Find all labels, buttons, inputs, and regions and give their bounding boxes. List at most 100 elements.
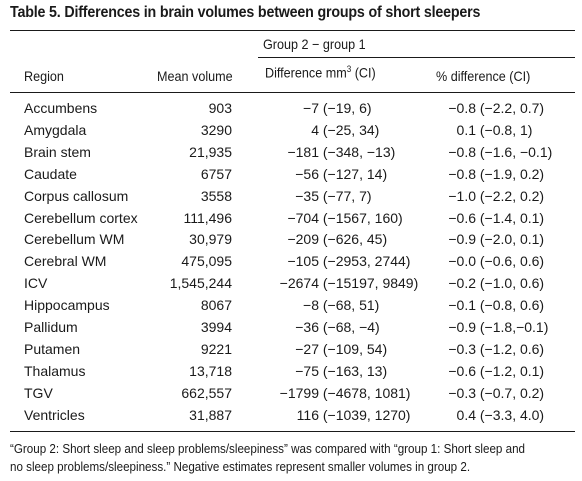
pct-ci: (−2.2, 0.7) xyxy=(479,100,545,116)
difference-cell: 116 (−1039, 1270) xyxy=(256,407,416,423)
pct-estimate: −0.9 xyxy=(448,231,476,248)
mean-volume-cell: 8067 xyxy=(200,297,232,314)
difference-ci: (−109, 54) xyxy=(322,340,388,357)
pct-estimate: −0.8 xyxy=(448,143,476,160)
difference-cell: −35 (−77, 7) xyxy=(256,188,416,204)
mean-volume-cell: 6757 xyxy=(200,165,232,182)
difference-cell: −1799 (−4678, 1081) xyxy=(256,385,416,401)
pct-estimate: −0.9 xyxy=(448,319,476,335)
table-row: Caudate 6757 −56 (−127, 14) −0.8 (−1.9, 0.2… xyxy=(0,166,582,186)
pct-ci: (−1.6, −0.1) xyxy=(479,143,553,160)
pct-difference-cell: −0.1 (−0.8, 0.6) xyxy=(418,297,568,313)
difference-estimate: −105 xyxy=(287,253,319,270)
table-row: Amygdala 3290 4 (−25, 34) 0.1 (−0.8, 1) xyxy=(0,122,582,142)
pct-difference-cell: −0.3 (−0.7, 0.2) xyxy=(418,385,568,401)
table-row: Thalamus 13,718 −75 (−163, 13) −0.6 (−1.2, … xyxy=(0,363,582,383)
difference-estimate: 4 xyxy=(311,121,319,138)
pct-ci: (−1.9, 0.2) xyxy=(479,165,545,182)
mean-volume-cell: 111,496 xyxy=(183,209,232,226)
pct-ci: (−0.8, 1) xyxy=(479,121,533,138)
pct-ci: (−2.0, 0.1) xyxy=(479,231,545,248)
pct-difference-cell: −0.6 (−1.2, 0.1) xyxy=(418,363,568,379)
pct-estimate: −0.6 xyxy=(448,362,476,379)
pct-ci: (−1.8,−0.1) xyxy=(479,319,549,335)
pct-difference-cell: 0.1 (−0.8, 1) xyxy=(418,122,568,138)
difference-estimate: −27 xyxy=(295,340,319,357)
mean-volume-cell: 3290 xyxy=(200,121,232,138)
difference-estimate: −209 xyxy=(287,231,319,248)
title-rule xyxy=(10,30,575,31)
difference-ci: (−25, 34) xyxy=(322,121,380,138)
table-row: Hippocampus 8067 −8 (−68, 51) −0.1 (−0.8, 0… xyxy=(0,297,582,317)
mean-volume-cell: 3994 xyxy=(200,319,232,335)
pct-estimate: −1.0 xyxy=(448,187,476,204)
pct-ci: (−2.2, 0.2) xyxy=(479,187,545,204)
mean-volume-cell: 662,557 xyxy=(181,384,232,401)
difference-ci: (−4678, 1081) xyxy=(322,384,411,401)
region-cell: Hippocampus xyxy=(24,297,110,314)
table-title: Table 5. Differences in brain volumes be… xyxy=(10,4,481,21)
pct-difference-cell: −1.0 (−2.2, 0.2) xyxy=(418,188,568,204)
pct-ci: (−0.6, 0.6) xyxy=(479,253,545,270)
pct-difference-cell: −0.8 (−1.9, 0.2) xyxy=(418,166,568,182)
difference-estimate: −75 xyxy=(295,362,319,379)
pct-difference-cell: −0.8 (−1.6, −0.1) xyxy=(418,144,568,160)
difference-cell: −27 (−109, 54) xyxy=(256,341,416,357)
difference-ci: (−68, 51) xyxy=(322,297,380,314)
pct-difference-cell: −0.8 (−2.2, 0.7) xyxy=(418,100,568,116)
bottom-rule xyxy=(10,431,575,432)
difference-ci: (−19, 6) xyxy=(322,100,372,116)
pct-estimate: −0.1 xyxy=(448,297,476,314)
pct-estimate: −0.6 xyxy=(448,209,476,226)
difference-ci: (−163, 13) xyxy=(322,362,388,379)
pct-ci: (−3.3, 4.0) xyxy=(479,406,545,423)
column-header-pct-difference: % difference (CI) xyxy=(436,68,531,84)
region-cell: Putamen xyxy=(24,340,81,357)
pct-estimate: −0.0 xyxy=(448,253,476,270)
pct-estimate: −0.8 xyxy=(448,100,476,116)
mean-volume-cell: 1,545,244 xyxy=(169,275,232,292)
header-rule xyxy=(10,92,575,93)
table-row: TGV 662,557 −1799 (−4678, 1081) −0.3 (−0.7,… xyxy=(0,385,582,405)
column-header-region: Region xyxy=(24,68,64,84)
difference-ci: (−2953, 2744) xyxy=(322,253,411,270)
mean-volume-cell: 13,718 xyxy=(189,362,232,379)
difference-ci: (−77, 7) xyxy=(322,187,372,204)
difference-cell: −704 (−1567, 160) xyxy=(256,210,416,226)
region-cell: Accumbens xyxy=(24,100,98,116)
mean-volume-cell: 31,887 xyxy=(189,406,232,423)
difference-estimate: −35 xyxy=(295,187,319,204)
pct-difference-cell: −0.0 (−0.6, 0.6) xyxy=(418,253,568,269)
pct-estimate: −0.3 xyxy=(448,384,476,401)
difference-ci: (−1039, 1270) xyxy=(322,406,411,423)
table-row: Putamen 9221 −27 (−109, 54) −0.3 (−1.2, 0.6… xyxy=(0,341,582,361)
difference-estimate: −56 xyxy=(295,165,319,182)
difference-cell: −181 (−348, −13) xyxy=(256,144,416,160)
pct-difference-cell: −0.6 (−1.4, 0.1) xyxy=(418,210,568,226)
pct-ci: (−1.2, 0.1) xyxy=(479,362,545,379)
difference-cell: −7 (−19, 6) xyxy=(256,100,416,116)
difference-estimate: −2674 xyxy=(279,275,319,292)
region-cell: Pallidum xyxy=(24,319,78,335)
pct-estimate: −0.2 xyxy=(448,275,476,292)
difference-cell: −2674 (−15197, 9849) xyxy=(256,275,419,292)
region-cell: Ventricles xyxy=(24,406,85,423)
difference-estimate: −8 xyxy=(303,297,319,314)
region-cell: Cerebral WM xyxy=(24,253,107,270)
column-header-difference: Difference mm3 (CI) xyxy=(265,64,376,81)
table-row: ICV 1,545,244 −2674 (−15197, 9849) −0.2 (−1… xyxy=(0,275,582,295)
mean-volume-cell: 903 xyxy=(208,100,232,116)
region-cell: Caudate xyxy=(24,165,77,182)
column-header-mean-volume: Mean volume xyxy=(157,68,233,84)
difference-estimate: −7 xyxy=(303,100,319,116)
region-cell: TGV xyxy=(24,384,53,401)
region-cell: Brain stem xyxy=(24,143,91,160)
table-row: Pallidum 3994 −36 (−68, −4) −0.9 (−1.8,−0.1… xyxy=(0,319,582,339)
region-cell: Thalamus xyxy=(24,362,86,379)
difference-ci: (−1567, 160) xyxy=(322,209,403,226)
difference-estimate: −1799 xyxy=(279,384,319,401)
pct-difference-cell: −0.9 (−1.8,−0.1) xyxy=(418,319,568,335)
table-row: Cerebellum WM 30,979 −209 (−626, 45) −0.9 (… xyxy=(0,231,582,251)
difference-ci: (−15197, 9849) xyxy=(322,275,419,292)
mean-volume-cell: 3558 xyxy=(200,187,232,204)
